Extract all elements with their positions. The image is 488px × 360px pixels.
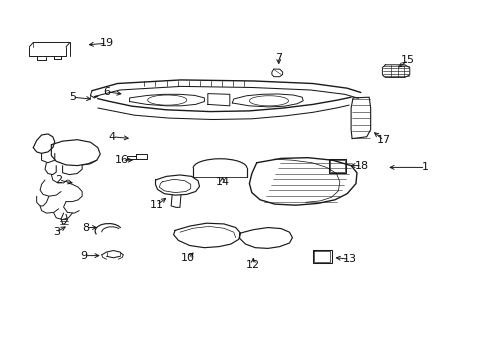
Text: 18: 18: [354, 161, 368, 171]
Text: 7: 7: [275, 53, 282, 63]
Text: 5: 5: [69, 92, 76, 102]
Text: 1: 1: [421, 162, 428, 172]
Text: 17: 17: [376, 135, 390, 145]
Text: 16: 16: [115, 155, 129, 165]
Text: 13: 13: [342, 254, 356, 264]
Text: 11: 11: [149, 200, 163, 210]
Text: 15: 15: [401, 55, 414, 65]
Text: 8: 8: [82, 222, 89, 233]
Text: 9: 9: [81, 251, 87, 261]
Text: 12: 12: [246, 260, 260, 270]
Text: 4: 4: [109, 132, 116, 142]
Text: 6: 6: [103, 87, 110, 97]
Text: 19: 19: [100, 38, 113, 48]
Text: 3: 3: [53, 227, 60, 237]
Text: 14: 14: [215, 177, 229, 187]
Text: 2: 2: [55, 175, 62, 185]
Text: 10: 10: [181, 253, 195, 264]
